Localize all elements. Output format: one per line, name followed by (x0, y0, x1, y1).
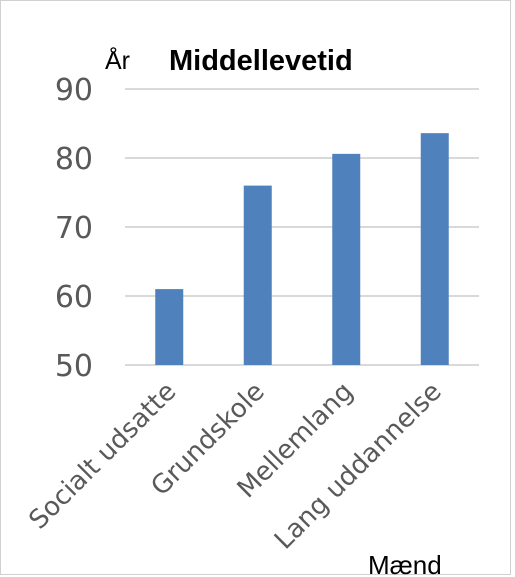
y-tick-label: 50 (55, 349, 93, 384)
gridlines (125, 88, 479, 366)
bar-1 (243, 185, 272, 365)
bars (155, 133, 449, 365)
bar-0 (155, 289, 184, 365)
category-label-0: Socialt udsatte (24, 377, 183, 536)
y-axis-label: År (105, 45, 130, 75)
category-labels: Socialt udsatteGrundskoleMellemlangLang … (24, 377, 448, 556)
bar-3 (420, 133, 449, 365)
bar-2 (332, 153, 361, 365)
chart-title: Middellevetid (169, 45, 353, 77)
x-axis-label: Mænd (368, 550, 442, 576)
y-tick-label: 70 (55, 211, 93, 246)
category-label-3: Lang uddannelse (269, 377, 448, 556)
y-tick-labels: 50 60 70 80 90 (55, 73, 93, 384)
y-tick-label: 90 (55, 73, 93, 108)
y-tick-label: 80 (55, 142, 93, 177)
y-tick-label: 60 (55, 280, 93, 315)
